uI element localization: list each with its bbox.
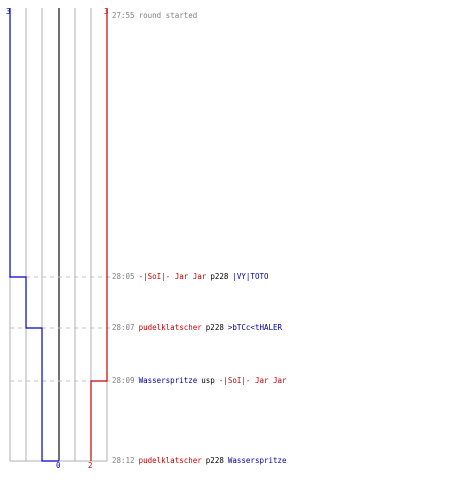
killer-name: pudelklatscher [138, 456, 202, 465]
weapon-name: p228 [205, 456, 224, 465]
victim-name: |VY|TOTO [232, 272, 269, 281]
killer-name: pudelklatscher [138, 323, 202, 332]
event-row-kill: 28:05 -|SoI|- Jar Jar p228 |VY|TOTO [112, 272, 273, 282]
event-time: 28:12 [112, 456, 135, 465]
event-time: 28:05 [112, 272, 135, 281]
victim-name: -|SoI|- Jar Jar [218, 376, 287, 385]
event-info: round started [138, 11, 198, 20]
weapon-name: p228 [210, 272, 229, 281]
kill-dash-lines [10, 276, 110, 382]
weapon-name: usp [201, 376, 215, 385]
round-timeline-chart: 3 3 0 2 [6, 7, 110, 470]
event-time: 28:07 [112, 323, 135, 332]
red-start-score: 3 [104, 7, 109, 16]
killer-name: Wasserspritze [138, 376, 198, 385]
blue-team-alive-line [9, 8, 59, 462]
event-time: 28:09 [112, 376, 135, 385]
victim-name: >bTCc<tHALER [227, 323, 283, 332]
weapon-name: p228 [205, 323, 224, 332]
red-team-alive-line [90, 8, 108, 461]
red-end-score: 2 [88, 461, 93, 470]
blue-start-score: 3 [6, 7, 11, 16]
blue-end-score: 0 [56, 461, 61, 470]
event-row-kill: 28:12 pudelklatscher p228 Wasserspritze [112, 456, 291, 466]
event-row-kill: 28:09 Wasserspritze usp -|SoI|- Jar Jar [112, 376, 291, 386]
event-row-round-start: 27:55 round started [112, 11, 201, 21]
victim-name: Wasserspritze [227, 456, 287, 465]
event-time: 27:55 [112, 11, 135, 20]
killer-name: -|SoI|- Jar Jar [138, 272, 207, 281]
grid-lines [9, 8, 108, 462]
event-row-kill: 28:07 pudelklatscher p228 >bTCc<tHALER [112, 323, 286, 333]
